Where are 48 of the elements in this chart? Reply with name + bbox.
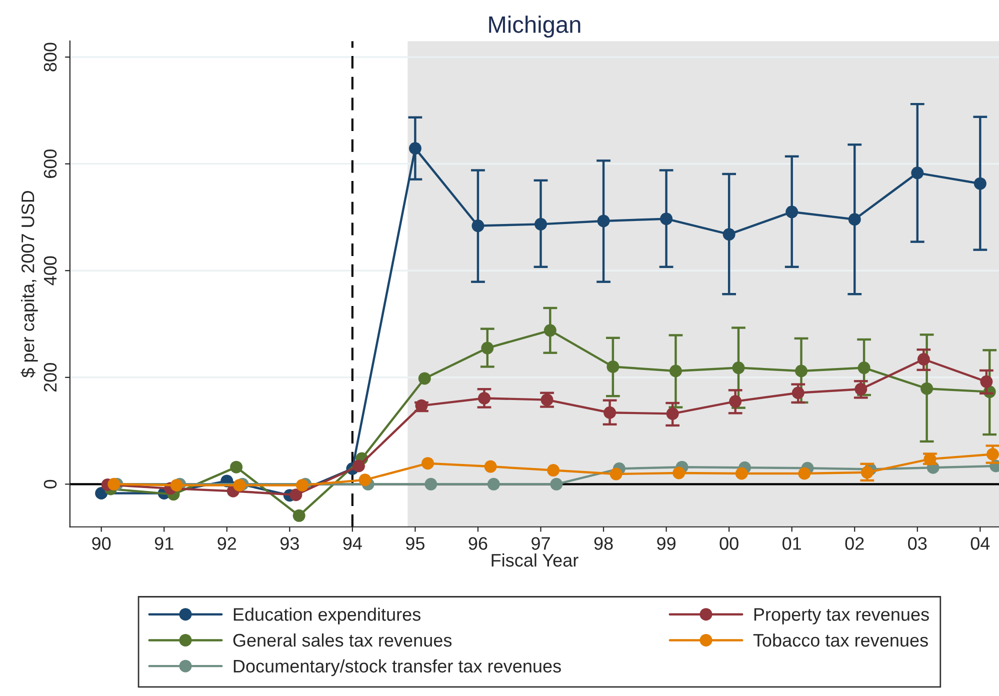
point [547,464,560,477]
x-tick-label: 91 [154,537,174,550]
point [290,488,302,502]
y-axis-title: $ per capita, 2007 USD [20,190,38,378]
point [672,466,686,480]
y-tick-label: 200 [44,363,57,392]
legend-label: Tobacco tax revenues [753,633,928,647]
point [610,468,622,480]
y-tick-label: 0 [44,480,57,488]
point [550,478,563,490]
legend-label: Property tax revenues [754,608,929,624]
point [735,467,748,480]
x-tick-label: 93 [280,537,299,550]
legend-label: Documentary/stock transfer tax revenues [234,659,561,676]
x-tick-label: 02 [845,537,864,550]
point [418,372,431,385]
y-tick-label: 400 [44,256,57,286]
x-tick-label: 04 [970,537,990,550]
x-tick-label: 96 [468,537,488,550]
x-tick-label: 95 [406,537,424,550]
point [170,478,183,492]
point [484,460,497,473]
x-tick-label: 97 [532,537,550,550]
point [798,467,811,480]
point [296,478,308,492]
x-tick-label: 99 [657,537,676,550]
chart-title: Michigan [489,16,580,38]
x-tick-label: 98 [594,537,613,550]
legend-label: Education expenditures [234,608,420,624]
point [108,478,120,490]
y-tick-label: 600 [44,149,57,178]
point [358,474,372,486]
x-tick-label: 94 [343,537,362,550]
y-tick-label: 800 [44,42,57,72]
x-tick-label: 00 [720,537,738,550]
x-tick-label: 92 [218,537,236,550]
point [487,478,500,490]
x-tick-label: 01 [782,537,802,550]
x-tick-label: 03 [908,537,927,550]
point [292,509,306,522]
x-tick-label: 90 [92,537,111,550]
point [352,460,365,472]
point [424,478,438,490]
x-axis-title: Fiscal Year [492,553,578,567]
legend-label: General sales tax revenues [233,633,452,647]
point [421,457,434,470]
point [233,478,246,492]
point [230,460,243,474]
